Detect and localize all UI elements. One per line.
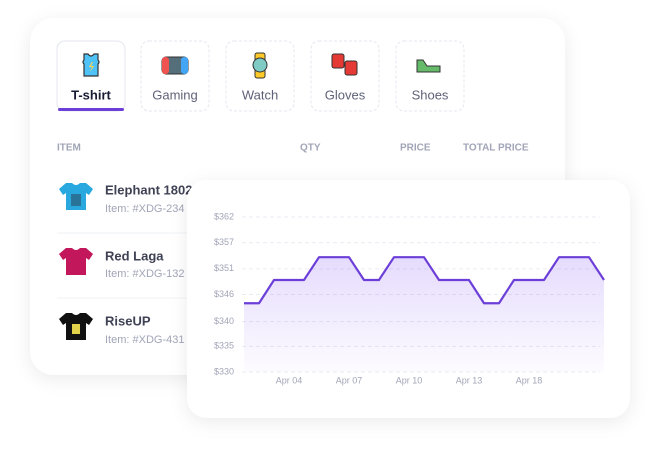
y-tick-label: $330 — [214, 366, 234, 376]
line — [244, 256, 605, 305]
gloves-icon — [331, 53, 345, 69]
tab-indicator — [58, 108, 124, 111]
y-tick-label: $362 — [214, 211, 234, 221]
item-code: Item: #XDG-431 — [105, 334, 184, 346]
area — [244, 257, 604, 372]
icon-detail — [71, 194, 81, 206]
item-name: Elephant 1802 — [105, 182, 192, 197]
icon-detail — [89, 62, 94, 72]
y-tick-label: $340 — [214, 316, 234, 326]
y-tick-label: $346 — [214, 289, 234, 299]
column-header: TOTAL PRICE — [463, 143, 529, 154]
item-code: Item: #XDG-132 — [105, 268, 184, 280]
icon-detail — [162, 57, 169, 74]
icon-detail — [344, 60, 358, 76]
column-header: QTY — [300, 143, 321, 154]
y-tick-label: $335 — [214, 341, 234, 351]
tab-label: Gloves — [325, 87, 366, 102]
y-tick-label: $351 — [214, 263, 234, 273]
x-tick-label: Apr 04 — [276, 375, 303, 385]
icon-detail — [181, 57, 188, 74]
tab-label: Shoes — [412, 87, 449, 102]
item-code: Item: #XDG-234 — [105, 203, 184, 215]
x-tick-label: Apr 07 — [336, 375, 363, 385]
column-header: ITEM — [57, 143, 81, 154]
tab[interactable] — [140, 40, 210, 112]
x-tick-label: Apr 18 — [516, 375, 543, 385]
tab[interactable] — [310, 40, 380, 112]
product-image — [59, 248, 93, 275]
icon-detail — [252, 57, 268, 73]
tab[interactable] — [395, 40, 465, 112]
tab-label: Gaming — [152, 87, 198, 102]
icon-detail — [72, 324, 80, 334]
item-name: Red Laga — [105, 248, 164, 263]
tab-label: Watch — [242, 87, 278, 102]
x-tick-label: Apr 13 — [456, 375, 483, 385]
column-header: PRICE — [400, 143, 431, 154]
x-tick-label: Apr 10 — [396, 375, 423, 385]
chart: $330 $335 $340 $346 $351 $357 $362 Apr 04 Apr 07… — [214, 211, 605, 385]
item-name: RiseUP — [105, 313, 151, 328]
y-tick-label: $357 — [214, 237, 234, 247]
shoes-icon — [416, 59, 441, 73]
tab-label: T-shirt — [71, 87, 111, 102]
